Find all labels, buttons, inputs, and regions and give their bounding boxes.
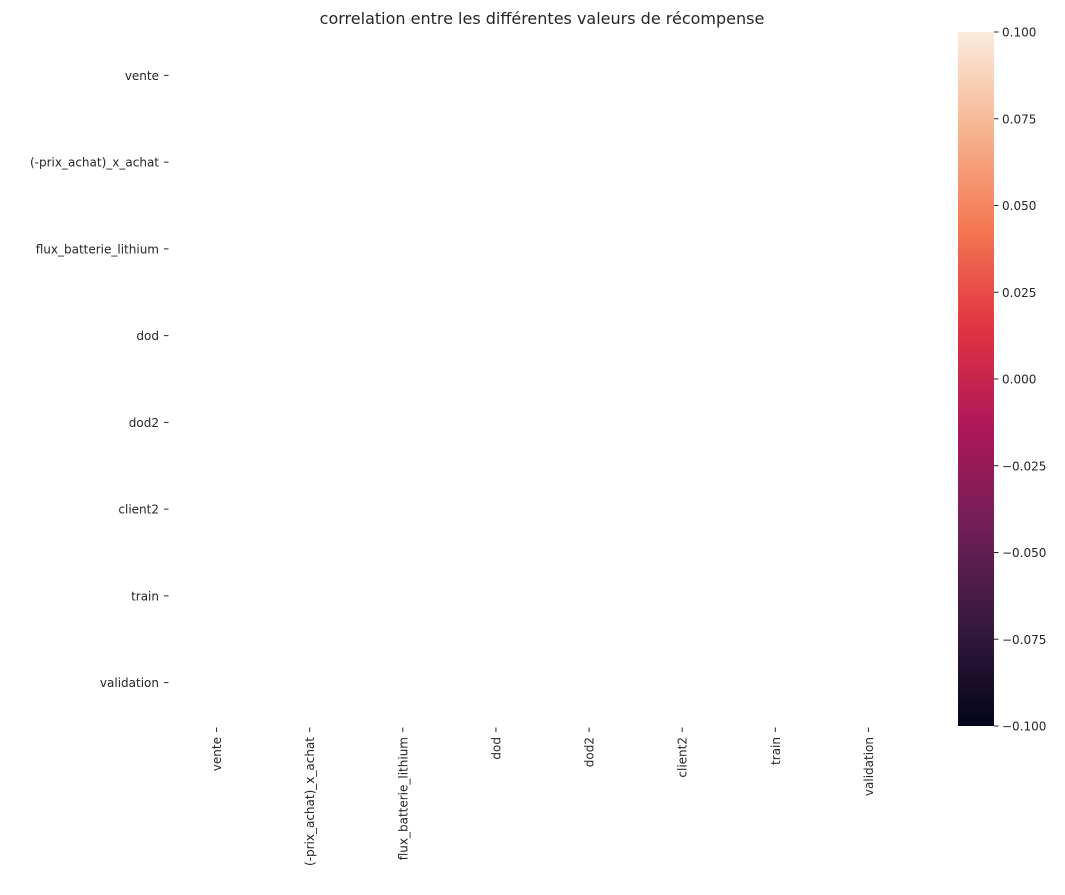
- heatmap-cell: [449, 379, 542, 466]
- heatmap-cell: [170, 553, 263, 640]
- heatmap-cell: [822, 379, 915, 466]
- heatmap-cell: [356, 292, 449, 379]
- heatmap-cell: [356, 32, 449, 119]
- heatmap-cell: [170, 639, 263, 726]
- heatmap-cell: [170, 206, 263, 293]
- colorbar-tick-label: −0.050: [1002, 546, 1046, 560]
- heatmap-cell: [636, 292, 729, 379]
- colorbar-tick-label: −0.100: [1002, 720, 1046, 734]
- heatmap-cell: [170, 292, 263, 379]
- heatmap-cell: [170, 32, 263, 119]
- heatmap-cell: [729, 292, 822, 379]
- heatmap-cell: [356, 119, 449, 206]
- col-tick-label: dod2: [583, 737, 597, 767]
- heatmap-cell: [263, 466, 356, 553]
- heatmap-cell: [356, 553, 449, 640]
- heatmap-cell: [636, 553, 729, 640]
- heatmap-cell: [449, 553, 542, 640]
- colorbar-tick-label: 0.075: [1002, 112, 1036, 126]
- heatmap-cell: [449, 639, 542, 726]
- heatmap-cell: [170, 379, 263, 466]
- heatmap-cell: [263, 119, 356, 206]
- colorbar-tick-label: −0.025: [1002, 459, 1046, 473]
- heatmap-cell: [356, 639, 449, 726]
- heatmap-cell: [636, 379, 729, 466]
- heatmap-cell: [729, 553, 822, 640]
- heatmap-cell: [822, 292, 915, 379]
- colorbar-tick-label: 0.100: [1002, 26, 1036, 40]
- colorbar-tick-label: 0.025: [1002, 286, 1036, 300]
- heatmap-cell: [636, 206, 729, 293]
- row-tick-group: vente (-prix_achat)_x_achat flux_batterie_…: [30, 69, 169, 690]
- col-tick-label: client2: [676, 737, 690, 778]
- colorbar-tick-label: −0.075: [1002, 633, 1046, 647]
- heatmap-cell: [449, 466, 542, 553]
- heatmap-cell: [356, 206, 449, 293]
- colorbar-gradient: [958, 32, 994, 726]
- row-tick-label: train: [131, 589, 159, 603]
- heatmap-cell: [170, 466, 263, 553]
- heatmap-area: [170, 32, 915, 726]
- heatmap-cell: [822, 466, 915, 553]
- heatmap-cell: [543, 119, 636, 206]
- heatmap-cell: [170, 119, 263, 206]
- heatmap-cell: [822, 206, 915, 293]
- heatmap-cell: [356, 379, 449, 466]
- row-tick-label: flux_batterie_lithium: [36, 242, 159, 256]
- heatmap-cell: [729, 466, 822, 553]
- heatmap-cell: [263, 379, 356, 466]
- heatmap-cell: [543, 379, 636, 466]
- heatmap-cell: [636, 119, 729, 206]
- col-tick-label: validation: [862, 737, 876, 796]
- heatmap-cell: [822, 553, 915, 640]
- row-tick-label: dod2: [129, 416, 159, 430]
- row-tick-label: vente: [125, 69, 159, 83]
- row-tick-label: client2: [118, 503, 159, 517]
- heatmap-cell: [356, 466, 449, 553]
- heatmap-cell: [449, 32, 542, 119]
- heatmap-cell: [543, 553, 636, 640]
- heatmap-cell: [822, 119, 915, 206]
- heatmap-cell: [449, 206, 542, 293]
- heatmap-cell: [263, 206, 356, 293]
- col-tick-label: dod: [489, 737, 503, 760]
- chart-title: correlation entre les différentes valeur…: [320, 9, 765, 28]
- heatmap-cell: [729, 119, 822, 206]
- heatmap-cell: [449, 119, 542, 206]
- row-tick-label: (-prix_achat)_x_achat: [30, 156, 159, 170]
- colorbar-tick-label: 0.000: [1002, 373, 1036, 387]
- heatmap-cell: [263, 292, 356, 379]
- heatmap-cell: [729, 32, 822, 119]
- heatmap-cell: [263, 553, 356, 640]
- heatmap-cell: [636, 32, 729, 119]
- heatmap-cell: [822, 639, 915, 726]
- heatmap-cell: [729, 639, 822, 726]
- heatmap-cell: [729, 379, 822, 466]
- col-tick-label: (-prix_achat)_x_achat: [303, 737, 317, 866]
- colorbar: [958, 32, 994, 726]
- row-tick-label: dod: [136, 329, 159, 343]
- heatmap-cell: [263, 639, 356, 726]
- heatmap-cell: [543, 639, 636, 726]
- col-tick-label: flux_batterie_lithium: [396, 737, 410, 860]
- heatmap-cell: [636, 639, 729, 726]
- col-tick-group: vente (-prix_achat)_x_achat flux_batterie_…: [210, 727, 876, 866]
- heatmap-cell: [449, 292, 542, 379]
- heatmap-cell: [543, 206, 636, 293]
- heatmap-cell: [543, 32, 636, 119]
- colorbar-tick-label: 0.050: [1002, 199, 1036, 213]
- colorbar-tick-group: 0.100 0.075 0.050 0.025 0.000 −0.025 −0.050 −0.…: [994, 26, 1046, 734]
- col-tick-label: vente: [210, 737, 224, 771]
- heatmap-cell: [636, 466, 729, 553]
- row-tick-label: validation: [100, 676, 159, 690]
- heatmap-cell: [263, 32, 356, 119]
- heatmap-cell: [729, 206, 822, 293]
- heatmap-cell: [822, 32, 915, 119]
- col-tick-label: train: [769, 737, 783, 765]
- heatmap-cell: [543, 466, 636, 553]
- heatmap-cell: [543, 292, 636, 379]
